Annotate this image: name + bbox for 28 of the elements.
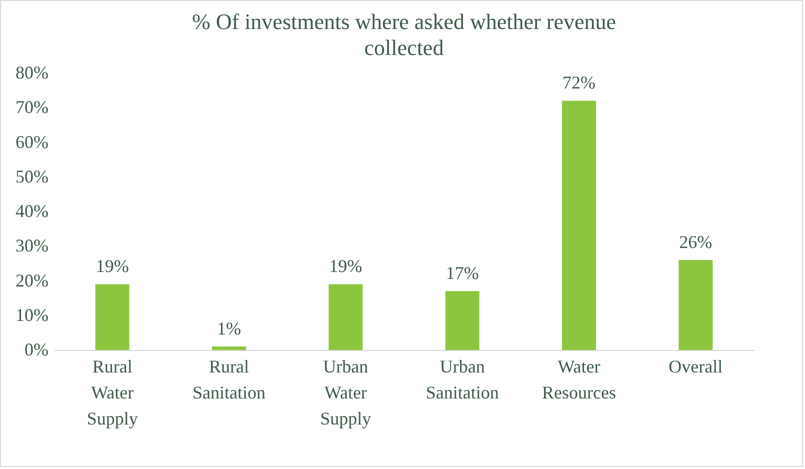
bar: [95, 284, 130, 350]
data-label: 19%: [329, 256, 362, 276]
y-tick-label: 60%: [16, 132, 48, 152]
y-tick-label: 30%: [16, 236, 48, 256]
x-tick-label: Urban Sanitation: [426, 356, 499, 402]
y-tick-label: 40%: [16, 201, 48, 221]
x-tick-label: Overall: [668, 356, 723, 376]
x-tick-label: Water Resources: [542, 356, 616, 402]
y-tick-label: 80%: [16, 62, 48, 82]
y-tick-label: 0%: [24, 340, 48, 360]
bar: [678, 260, 713, 350]
x-tick-label: Urban Water Supply: [320, 356, 372, 428]
y-tick-label: 10%: [16, 304, 48, 325]
data-label: 72%: [562, 72, 596, 93]
y-tick-label: 20%: [16, 270, 48, 290]
x-tick-label: Rural Water Supply: [86, 356, 138, 428]
data-label: 17%: [446, 263, 479, 284]
data-label: 19%: [96, 256, 129, 276]
x-tick-label: Rural Sanitation: [192, 356, 266, 402]
bar: [562, 100, 596, 350]
data-label: 1%: [217, 318, 241, 339]
chart-title: % Of investments where asked whether revenue collected: [192, 9, 616, 60]
bar: [445, 291, 480, 350]
bar: [328, 284, 363, 350]
y-tick-label: 50%: [16, 166, 48, 186]
data-label: 26%: [679, 232, 712, 252]
y-tick-label: 70%: [16, 97, 48, 118]
bar: [212, 346, 246, 350]
